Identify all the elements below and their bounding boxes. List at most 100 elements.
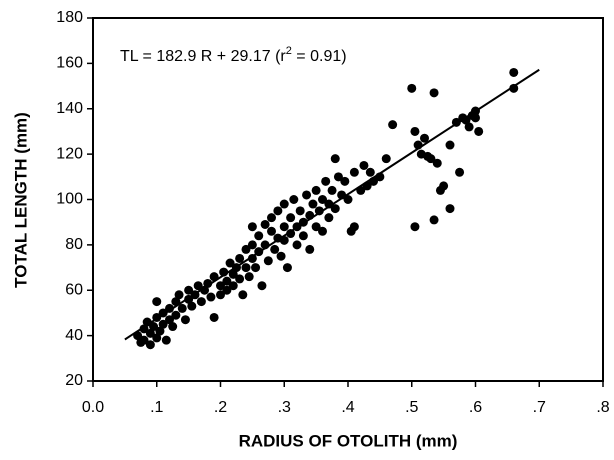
point xyxy=(286,213,296,223)
point xyxy=(228,281,238,291)
point xyxy=(302,190,312,200)
point xyxy=(318,226,327,236)
y-axis-title: TOTAL LENGTH (mm) xyxy=(11,112,30,288)
point xyxy=(222,285,232,295)
point xyxy=(407,83,417,93)
y-tick-label: 140 xyxy=(56,100,83,117)
point xyxy=(267,226,276,236)
point xyxy=(333,172,343,182)
point xyxy=(193,281,203,291)
point xyxy=(180,315,190,325)
point xyxy=(429,215,439,225)
x-tick-label: .2 xyxy=(214,399,227,416)
y-tick-label: 80 xyxy=(65,236,83,253)
point xyxy=(168,322,178,332)
x-tick-label: .5 xyxy=(405,399,418,416)
point xyxy=(324,213,334,223)
point xyxy=(158,319,168,329)
x-tick-label: .4 xyxy=(341,399,354,416)
point xyxy=(241,244,251,254)
point xyxy=(327,185,337,195)
point xyxy=(177,303,187,313)
point xyxy=(365,167,375,177)
point xyxy=(420,133,429,143)
point xyxy=(314,206,324,216)
point xyxy=(241,263,251,273)
point xyxy=(359,160,369,170)
point xyxy=(238,290,248,300)
point xyxy=(471,113,480,123)
fit-line xyxy=(124,68,540,341)
point xyxy=(187,301,197,311)
point xyxy=(292,240,302,250)
point xyxy=(321,176,331,186)
point xyxy=(311,222,321,232)
point xyxy=(308,199,318,209)
point xyxy=(184,285,194,295)
y-tick-label: 20 xyxy=(65,372,83,389)
x-tick-label: .7 xyxy=(533,399,546,416)
point xyxy=(282,263,292,273)
x-tick-label: 0.0 xyxy=(82,399,104,416)
point xyxy=(152,333,162,343)
point xyxy=(152,297,162,307)
point xyxy=(445,140,455,150)
point xyxy=(145,340,155,350)
x-tick-label: .1 xyxy=(150,399,163,416)
point xyxy=(388,120,398,130)
point xyxy=(260,219,270,229)
point xyxy=(381,154,391,164)
point xyxy=(257,281,267,291)
point xyxy=(209,312,219,322)
point xyxy=(276,251,286,261)
point xyxy=(174,290,184,300)
point xyxy=(439,181,449,191)
point xyxy=(216,290,225,300)
point xyxy=(155,326,165,336)
point xyxy=(244,272,254,282)
point xyxy=(247,240,257,250)
point xyxy=(464,122,474,132)
y-tick-label: 120 xyxy=(56,145,83,162)
point xyxy=(222,276,232,286)
point xyxy=(228,269,238,279)
point xyxy=(279,222,289,232)
point xyxy=(410,126,420,136)
point xyxy=(349,167,359,177)
annotation: TL = 182.9 R + 29.17 (r2 = 0.91) xyxy=(120,45,347,65)
y-tick-label: 160 xyxy=(56,55,83,72)
point xyxy=(247,222,257,232)
point xyxy=(455,167,465,177)
point xyxy=(295,206,305,216)
point xyxy=(247,253,257,263)
point xyxy=(216,281,225,291)
point xyxy=(273,206,283,216)
point xyxy=(429,88,439,98)
point xyxy=(289,195,299,204)
annotation-main: TL = 182.9 R + 29.17 (r xyxy=(120,48,286,65)
point xyxy=(343,195,353,204)
point xyxy=(279,199,289,209)
point xyxy=(171,310,181,320)
point xyxy=(270,244,280,254)
point xyxy=(330,204,340,214)
point xyxy=(235,253,245,263)
point xyxy=(161,335,171,345)
point xyxy=(251,263,261,273)
annotation-rest: = 0.91) xyxy=(292,48,347,65)
point xyxy=(305,244,315,254)
point xyxy=(298,231,308,241)
y-tick-label: 40 xyxy=(65,327,83,344)
point xyxy=(165,303,174,313)
x-tick-label: .6 xyxy=(469,399,482,416)
point xyxy=(410,222,420,232)
point xyxy=(254,231,264,241)
x-axis-title: RADIUS OF OTOLITH (mm) xyxy=(239,431,458,450)
point xyxy=(509,67,519,77)
y-tick-label: 180 xyxy=(56,9,83,26)
y-tick-label: 60 xyxy=(65,281,83,298)
point xyxy=(165,315,174,325)
point xyxy=(445,204,455,214)
x-tick-label: .3 xyxy=(278,399,291,416)
